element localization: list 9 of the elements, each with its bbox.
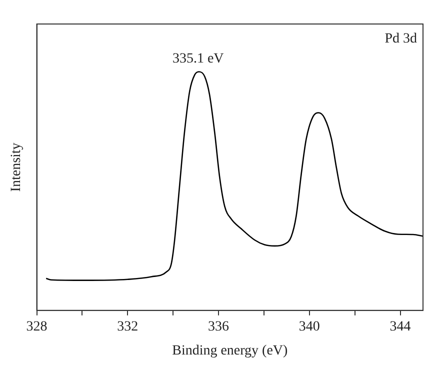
x-tick-label: 328: [26, 319, 48, 334]
x-tick-label: 340: [298, 319, 320, 334]
x-tick-label: 332: [117, 319, 138, 334]
text: Pd 3d: [384, 32, 417, 47]
annotation: 335.1 eV: [172, 51, 224, 66]
x-tick-label: 344: [390, 319, 411, 334]
x-axis-title: Binding energy (eV): [172, 343, 288, 358]
y-axis-title: Intensity: [9, 142, 24, 192]
x-tick-label: 336: [208, 319, 230, 334]
